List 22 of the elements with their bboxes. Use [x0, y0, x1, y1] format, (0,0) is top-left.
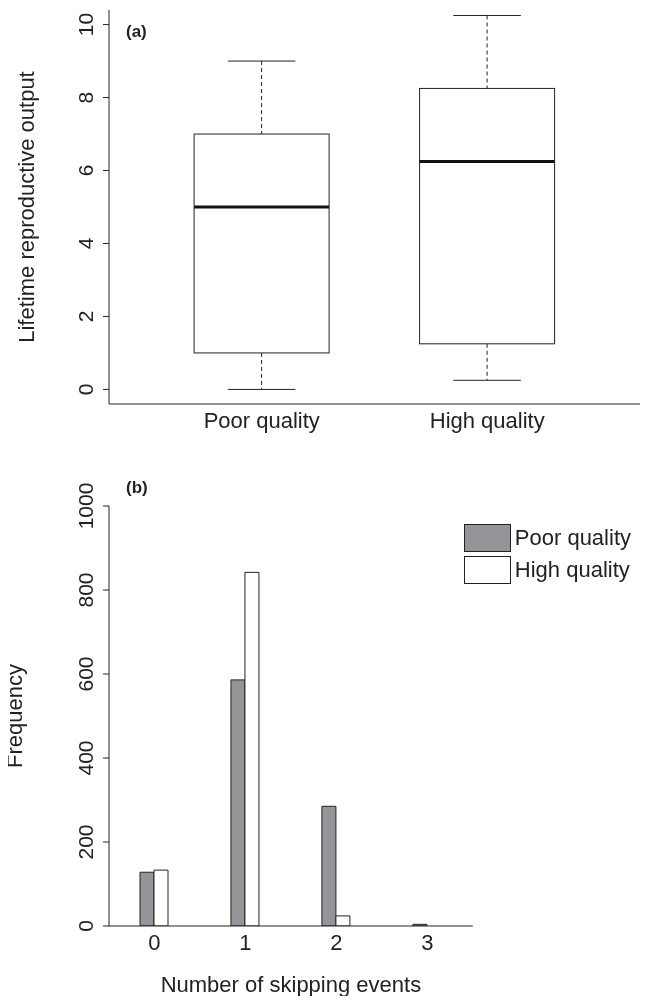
- y-tick-label: 800: [74, 572, 97, 608]
- annotation: (a): [126, 22, 147, 42]
- y-tick-label: 400: [74, 740, 97, 776]
- text: (b): [126, 478, 148, 498]
- y-tick-label: 2: [74, 310, 97, 323]
- x-tick-label: 1: [239, 929, 252, 955]
- y-tick-label: 10: [74, 12, 97, 37]
- x-tick-label: 2: [330, 929, 343, 955]
- y-tick-label: 4: [74, 237, 97, 250]
- y-tick-label: 0: [74, 920, 97, 932]
- y-tick-label: 8: [74, 91, 97, 104]
- y-tick-label: 600: [74, 656, 97, 692]
- x-tick-label: 0: [148, 929, 161, 955]
- legend-label: High quality: [513, 556, 631, 584]
- y-axis-title: Lifetime reproductive output: [13, 71, 39, 343]
- legend-label: Poor quality: [513, 524, 631, 552]
- y-tick-label: 6: [74, 164, 97, 177]
- y-tick-label: 0: [74, 383, 97, 396]
- y-tick-label: 200: [74, 824, 97, 860]
- y-tick-label: 1000: [74, 482, 97, 530]
- x-axis-title: Number of skipping events: [160, 972, 422, 997]
- x-tick-label: 3: [421, 929, 434, 955]
